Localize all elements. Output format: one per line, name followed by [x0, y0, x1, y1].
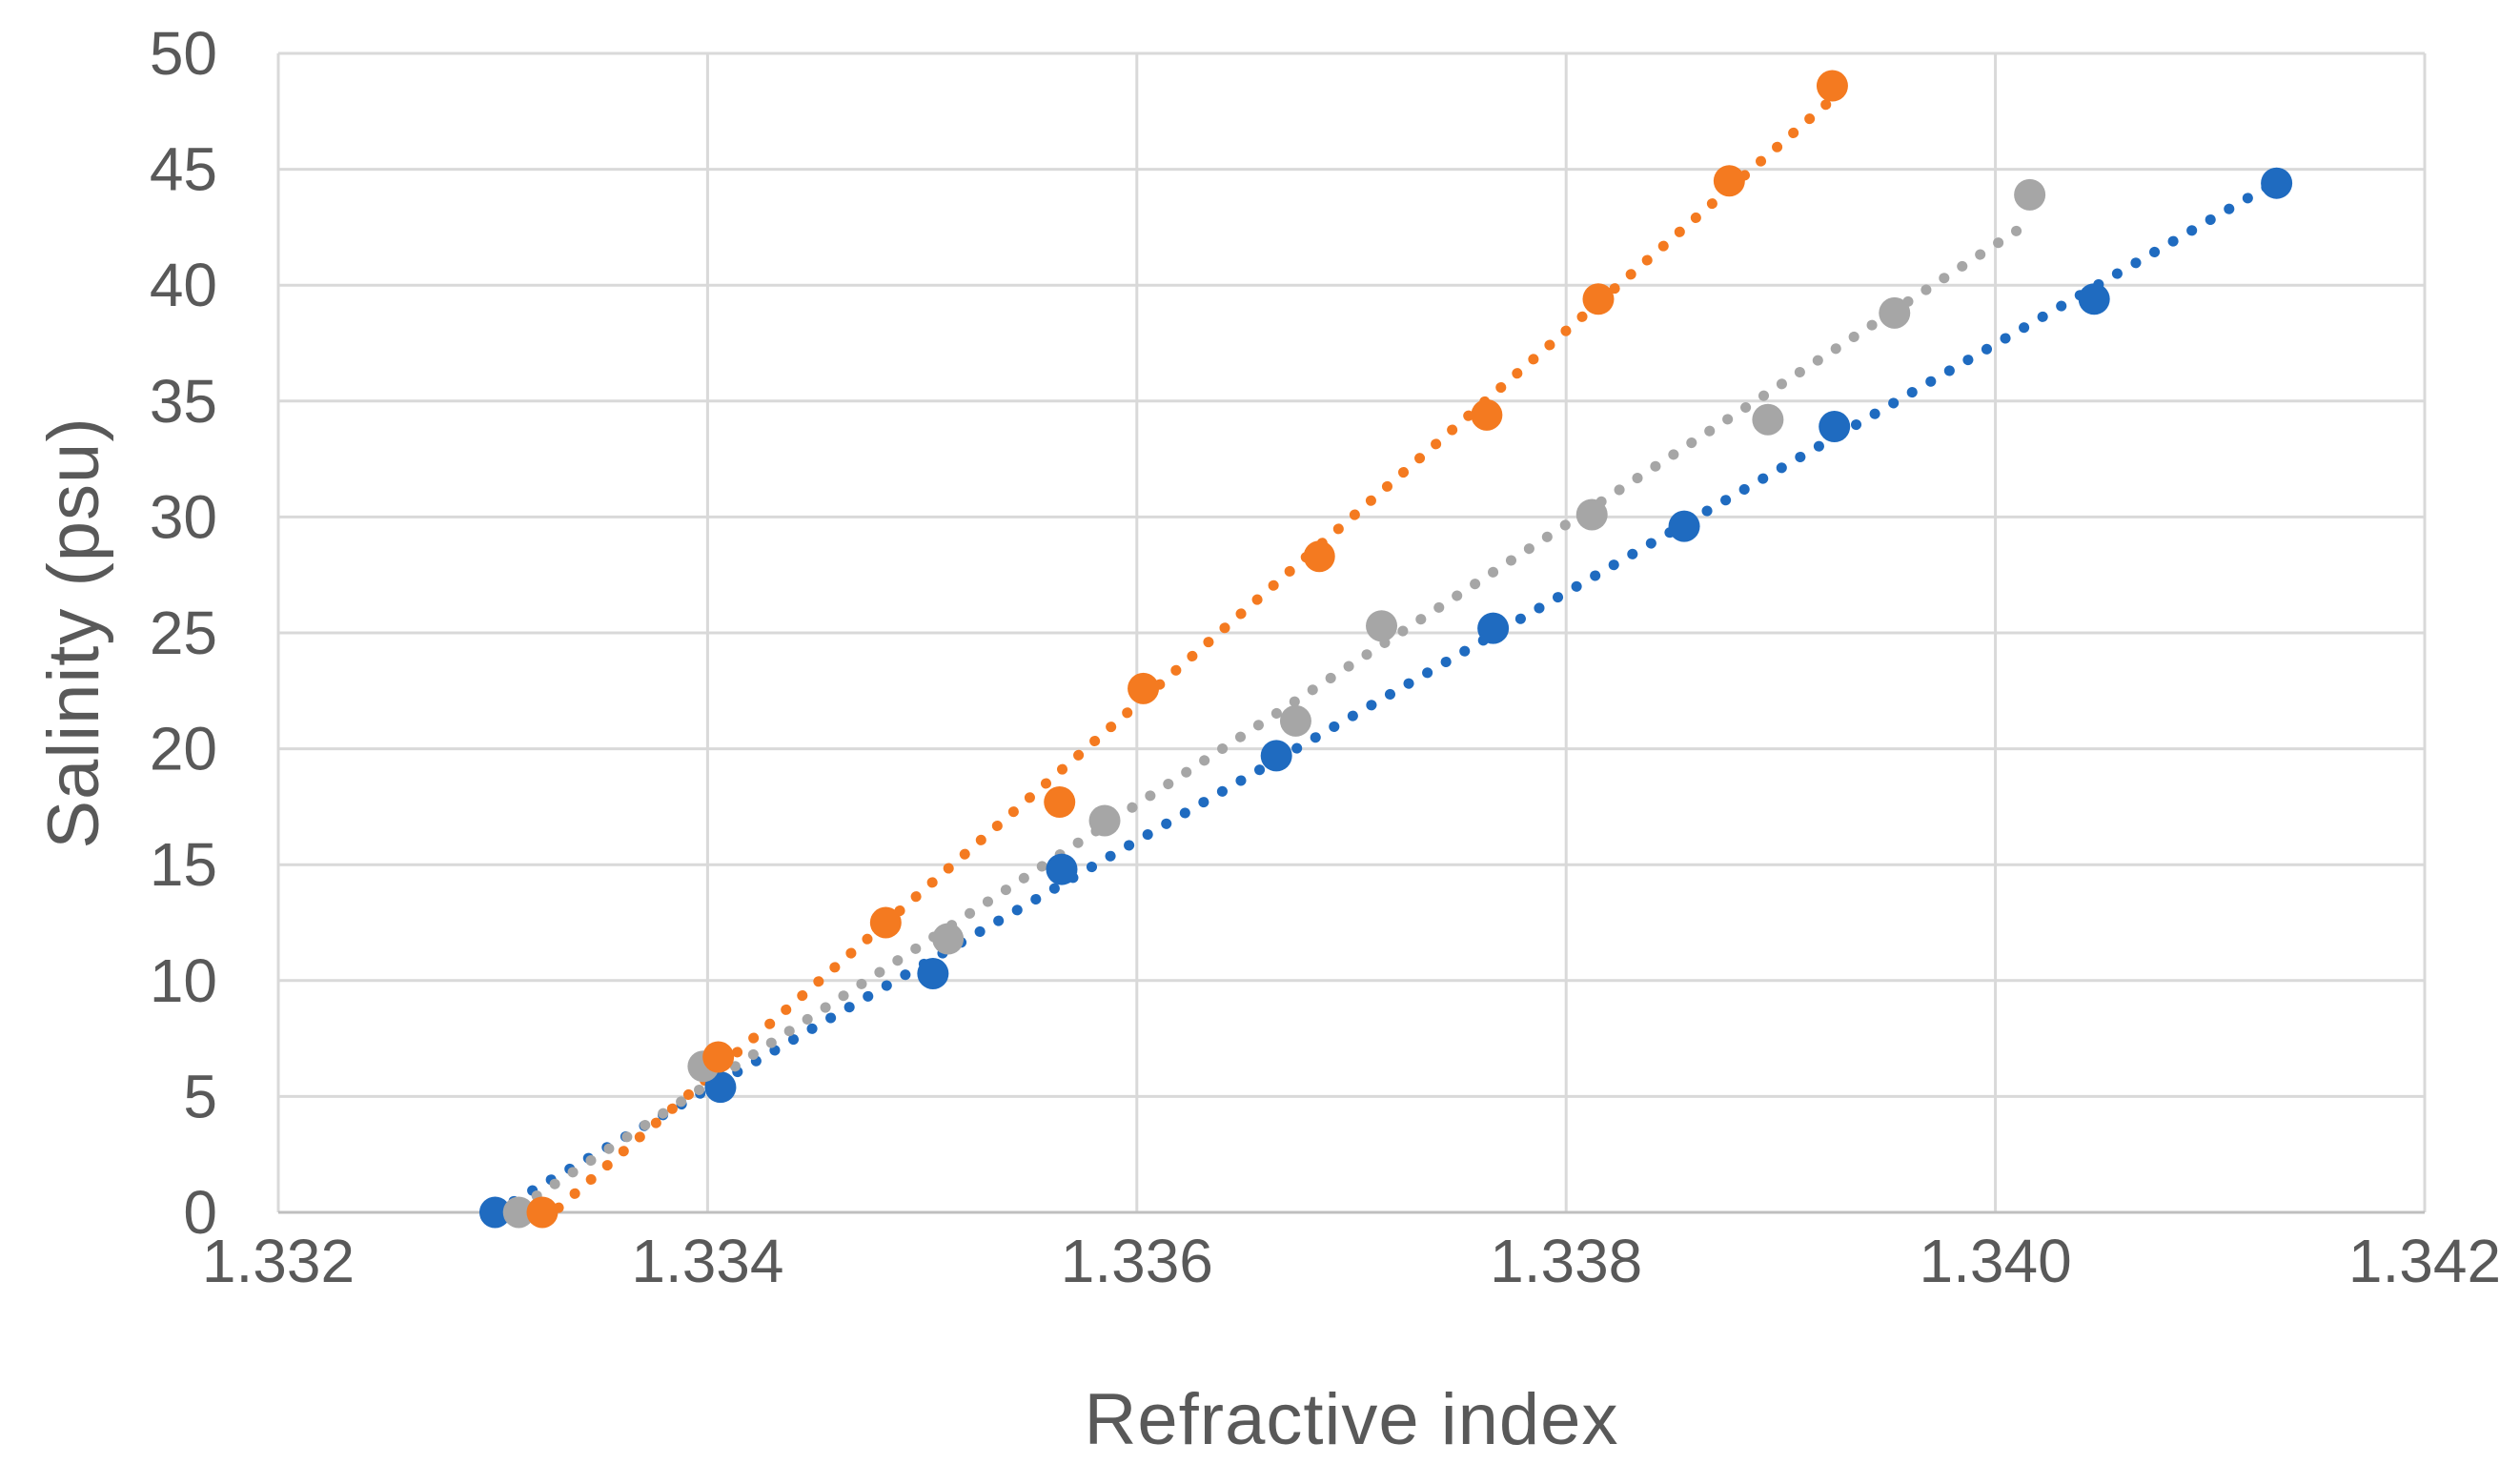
- marker-series-blue: [1819, 411, 1851, 443]
- y-tick-label-0: 0: [183, 1178, 217, 1247]
- marker-series-blue: [1668, 510, 1700, 542]
- marker-series-gray: [932, 923, 965, 955]
- gridlines: [276, 51, 2427, 1214]
- y-tick-label-30: 30: [150, 482, 217, 551]
- marker-series-orange: [1303, 540, 1335, 573]
- marker-series-gray: [502, 1196, 535, 1229]
- marker-series-gray: [1366, 610, 1398, 642]
- y-tick-label-10: 10: [150, 946, 217, 1015]
- x-tick-label-1.338: 1.338: [1490, 1227, 1642, 1295]
- marker-series-orange: [1471, 398, 1503, 431]
- y-tick-label-25: 25: [150, 599, 217, 667]
- y-tick-label-45: 45: [150, 135, 217, 204]
- x-axis-title: Refractive index: [1084, 1379, 1619, 1460]
- y-tick-label-40: 40: [150, 251, 217, 319]
- trendline-series-blue: [489, 175, 2283, 1218]
- x-tick-label-1.342: 1.342: [2348, 1227, 2501, 1295]
- marker-series-blue: [2078, 283, 2110, 315]
- marker-series-orange: [1816, 70, 1848, 102]
- marker-series-orange: [1713, 165, 1745, 197]
- y-tick-label-20: 20: [150, 715, 217, 783]
- marker-series-gray: [1752, 403, 1784, 436]
- trendlines: [489, 93, 2283, 1228]
- marker-series-orange: [1128, 672, 1160, 704]
- marker-series-gray: [1088, 804, 1121, 837]
- marker-series-blue: [917, 958, 949, 990]
- y-tick-label-15: 15: [150, 830, 217, 899]
- trendline-series-orange: [537, 93, 1838, 1228]
- marker-series-orange: [1044, 786, 1076, 819]
- marker-series-blue: [2261, 167, 2293, 199]
- x-tick-label-1.340: 1.340: [1920, 1227, 2072, 1295]
- x-tick-label-1.336: 1.336: [1061, 1227, 1213, 1295]
- marker-series-gray: [1279, 704, 1311, 737]
- y-tick-label-50: 50: [150, 19, 217, 88]
- x-tick-label-1.334: 1.334: [631, 1227, 783, 1295]
- marker-series-blue: [1477, 612, 1510, 644]
- trendline-series-gray: [513, 216, 2036, 1213]
- marker-series-orange: [1582, 283, 1615, 315]
- marker-series-blue: [478, 1196, 511, 1229]
- marker-series-orange: [869, 906, 902, 939]
- marker-series-gray: [2014, 178, 2046, 211]
- x-tick-label-1.332: 1.332: [202, 1227, 355, 1295]
- tick-labels: 1.332 1.334 1.336 1.338 1.340 1.342 0 5 10 15 20 25…: [150, 19, 2501, 1295]
- y-tick-label-35: 35: [150, 367, 217, 436]
- data-markers: [478, 70, 2293, 1229]
- marker-series-blue: [1046, 853, 1078, 885]
- marker-series-blue: [1260, 740, 1292, 772]
- y-tick-label-5: 5: [183, 1062, 217, 1130]
- marker-series-orange: [702, 1041, 735, 1073]
- marker-series-blue: [704, 1071, 737, 1104]
- y-axis-title: Salinity (psu): [33, 417, 114, 849]
- marker-series-gray: [1575, 498, 1608, 531]
- marker-series-orange: [526, 1196, 559, 1229]
- marker-series-gray: [1879, 296, 1911, 329]
